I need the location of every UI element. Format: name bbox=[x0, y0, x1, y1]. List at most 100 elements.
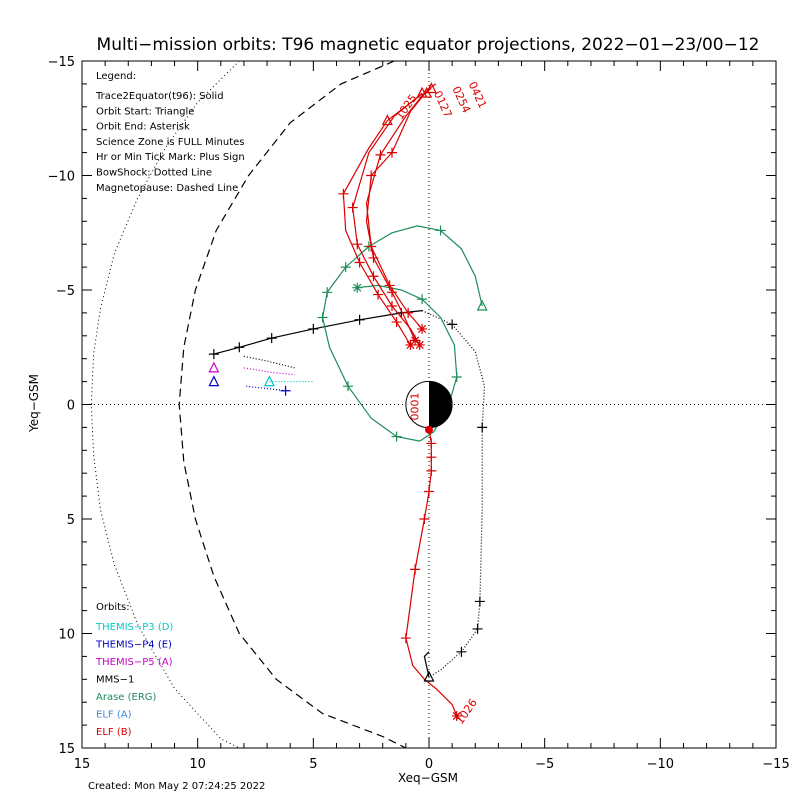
orbit-tick-11-3 bbox=[386, 287, 397, 298]
earth-night-side bbox=[429, 381, 453, 428]
orbit-track-9 bbox=[352, 92, 427, 346]
orbit-tick-12-3 bbox=[424, 486, 434, 497]
legend-line-6: Magnetopause: Dashed Line bbox=[96, 183, 238, 194]
orbit-tick-3-8 bbox=[417, 294, 428, 305]
orbit-tick-1-1 bbox=[477, 422, 488, 433]
orbit-tick-11-1 bbox=[366, 170, 377, 181]
orbit-label-4: Arase (ERG) bbox=[96, 692, 157, 703]
orbit-tick-5-0 bbox=[280, 385, 291, 396]
orbit-start-marker-0 bbox=[476, 299, 488, 311]
orbit-start-marker-5 bbox=[423, 670, 435, 682]
time-label-2: 0127 bbox=[431, 89, 455, 120]
orbit-tick-8-0 bbox=[338, 188, 349, 199]
orbit-start-marker-4 bbox=[263, 375, 275, 387]
orbit-tick-3-7 bbox=[451, 372, 462, 383]
orbit-tick-3-4 bbox=[317, 312, 328, 323]
orbit-tick-9-1 bbox=[352, 239, 363, 250]
legend-line-4: Hr or Min Tick Mark: Plus Sign bbox=[96, 152, 245, 163]
plot-contents bbox=[82, 61, 776, 748]
y-tick-label-5: 10 bbox=[58, 628, 75, 643]
orbit-tick-0-0 bbox=[208, 349, 219, 360]
orbit-tick-3-5 bbox=[343, 381, 354, 392]
orbit-track-6 bbox=[243, 367, 295, 376]
orbits-header: Orbits: bbox=[96, 602, 130, 613]
orbit-track-7 bbox=[243, 355, 295, 369]
orbit-tick-0-4 bbox=[354, 314, 365, 325]
orbit-tick-3-2 bbox=[340, 262, 351, 273]
orbit-tick-12-6 bbox=[400, 633, 411, 644]
orbit-label-6: ELF (B) bbox=[96, 727, 132, 738]
orbit-start-marker-9 bbox=[381, 114, 393, 126]
orbits-legend: Orbits: THEMIS−P3 (D) THEMIS−P4 (E) THEMIS… bbox=[95, 602, 173, 738]
orbit-label-3: MMS−1 bbox=[96, 675, 134, 686]
x-tick-label-0: 15 bbox=[74, 757, 91, 772]
orbit-tick-0-3 bbox=[308, 323, 319, 334]
orbit-label-1: THEMIS−P4 (E) bbox=[95, 640, 172, 651]
y-axis-label: Yeq−GSM bbox=[27, 374, 41, 433]
orbit-label-2: THEMIS−P5 (A) bbox=[95, 657, 173, 668]
orbit-tick-8-1 bbox=[354, 257, 365, 268]
orbit-label-0: THEMIS−P3 (D) bbox=[95, 622, 173, 633]
legend-line-3: Science Zone is FULL Minutes bbox=[96, 137, 245, 148]
orbit-tick-1-0 bbox=[447, 319, 458, 330]
y-tick-label-0: −15 bbox=[48, 55, 75, 70]
orbit-track-10 bbox=[365, 88, 432, 330]
orbit-tick-12-0 bbox=[426, 438, 437, 449]
created-timestamp: Created: Mon May 2 07:24:25 2022 bbox=[88, 781, 266, 792]
legend-line-0: Trace2Equator(t96): Solid bbox=[95, 91, 224, 102]
orbit-tick-1-2 bbox=[474, 596, 485, 607]
legend-line-5: BowShock: Dotted Line bbox=[96, 168, 212, 179]
orbit-tick-9-3 bbox=[386, 301, 397, 312]
orbit-track-5 bbox=[246, 385, 286, 392]
orbit-end-marker-1 bbox=[352, 282, 363, 293]
x-tick-label-4: −5 bbox=[535, 757, 554, 772]
orbit-tick-12-2 bbox=[426, 465, 437, 476]
orbit-tick-9-0 bbox=[347, 202, 358, 213]
orbit-start-marker-8 bbox=[425, 82, 437, 94]
orbit-tick-11-2 bbox=[368, 252, 379, 263]
orbit-tick-12-4 bbox=[419, 514, 430, 524]
y-tick-label-6: 15 bbox=[58, 742, 75, 757]
orbit-label-5: ELF (A) bbox=[96, 710, 132, 721]
orbit-tick-12-5 bbox=[410, 564, 421, 575]
y-tick-label-3: 0 bbox=[67, 399, 75, 414]
orbit-track-1 bbox=[421, 310, 486, 678]
orbit-tick-10-0 bbox=[375, 149, 386, 160]
legend-line-2: Orbit End: Asterisk bbox=[96, 122, 190, 133]
orbit-track-8 bbox=[342, 92, 423, 346]
time-label-3: 1025 bbox=[393, 92, 420, 122]
legend-header: Legend: bbox=[96, 71, 136, 82]
orbit-tick-3-6 bbox=[391, 431, 402, 442]
time-label-4: 0001 bbox=[409, 393, 422, 421]
x-tick-label-3: 0 bbox=[425, 757, 433, 772]
orbit-end-marker-10 bbox=[405, 339, 416, 350]
position-dot-15 bbox=[425, 425, 433, 434]
orbit-start-marker-3 bbox=[208, 375, 220, 387]
orbit-track-3 bbox=[321, 225, 483, 442]
orbit-tick-0-2 bbox=[266, 333, 277, 344]
x-tick-label-6: −15 bbox=[762, 757, 789, 772]
y-tick-label-1: −10 bbox=[48, 170, 75, 185]
orbit-tick-11-0 bbox=[386, 147, 397, 158]
magnetopause-line bbox=[178, 61, 407, 748]
orbit-end-marker-13 bbox=[410, 335, 421, 346]
x-tick-label-5: −10 bbox=[647, 757, 674, 772]
x-axis-label: Xeq−GSM bbox=[398, 771, 458, 785]
legend-line-1: Orbit Start: Triangle bbox=[96, 106, 194, 117]
orbit-tick-3-0 bbox=[435, 225, 446, 236]
orbit-end-marker-11 bbox=[414, 339, 425, 350]
orbit-tick-1-3 bbox=[472, 623, 483, 634]
orbit-tick-8-3 bbox=[391, 317, 402, 328]
orbit-tick-3-3 bbox=[322, 287, 333, 298]
x-tick-label-2: 5 bbox=[309, 757, 317, 772]
x-tick-label-1: 10 bbox=[189, 757, 206, 772]
orbit-tick-10-3 bbox=[403, 307, 414, 318]
orbit-track-11 bbox=[365, 83, 437, 341]
orbit-track-2 bbox=[423, 651, 430, 678]
orbit-tick-12-1 bbox=[426, 452, 437, 463]
chart-title: Multi−mission orbits: T96 magnetic equat… bbox=[97, 35, 760, 55]
orbit-tick-0-1 bbox=[234, 342, 245, 353]
legend-text: Legend: Trace2Equator(t96): Solid Orbit S… bbox=[95, 71, 245, 194]
